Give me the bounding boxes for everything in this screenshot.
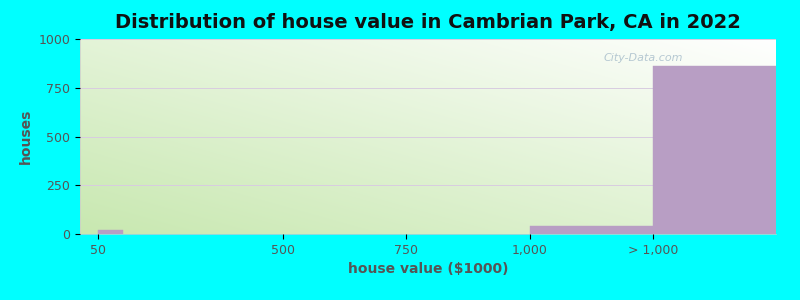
Bar bbox=[653, 66, 776, 234]
Bar bbox=[98, 230, 123, 234]
Title: Distribution of house value in Cambrian Park, CA in 2022: Distribution of house value in Cambrian … bbox=[115, 13, 741, 32]
X-axis label: house value ($1000): house value ($1000) bbox=[348, 262, 508, 276]
Bar bbox=[530, 226, 653, 234]
Text: City-Data.com: City-Data.com bbox=[604, 52, 683, 63]
Y-axis label: houses: houses bbox=[19, 109, 33, 164]
